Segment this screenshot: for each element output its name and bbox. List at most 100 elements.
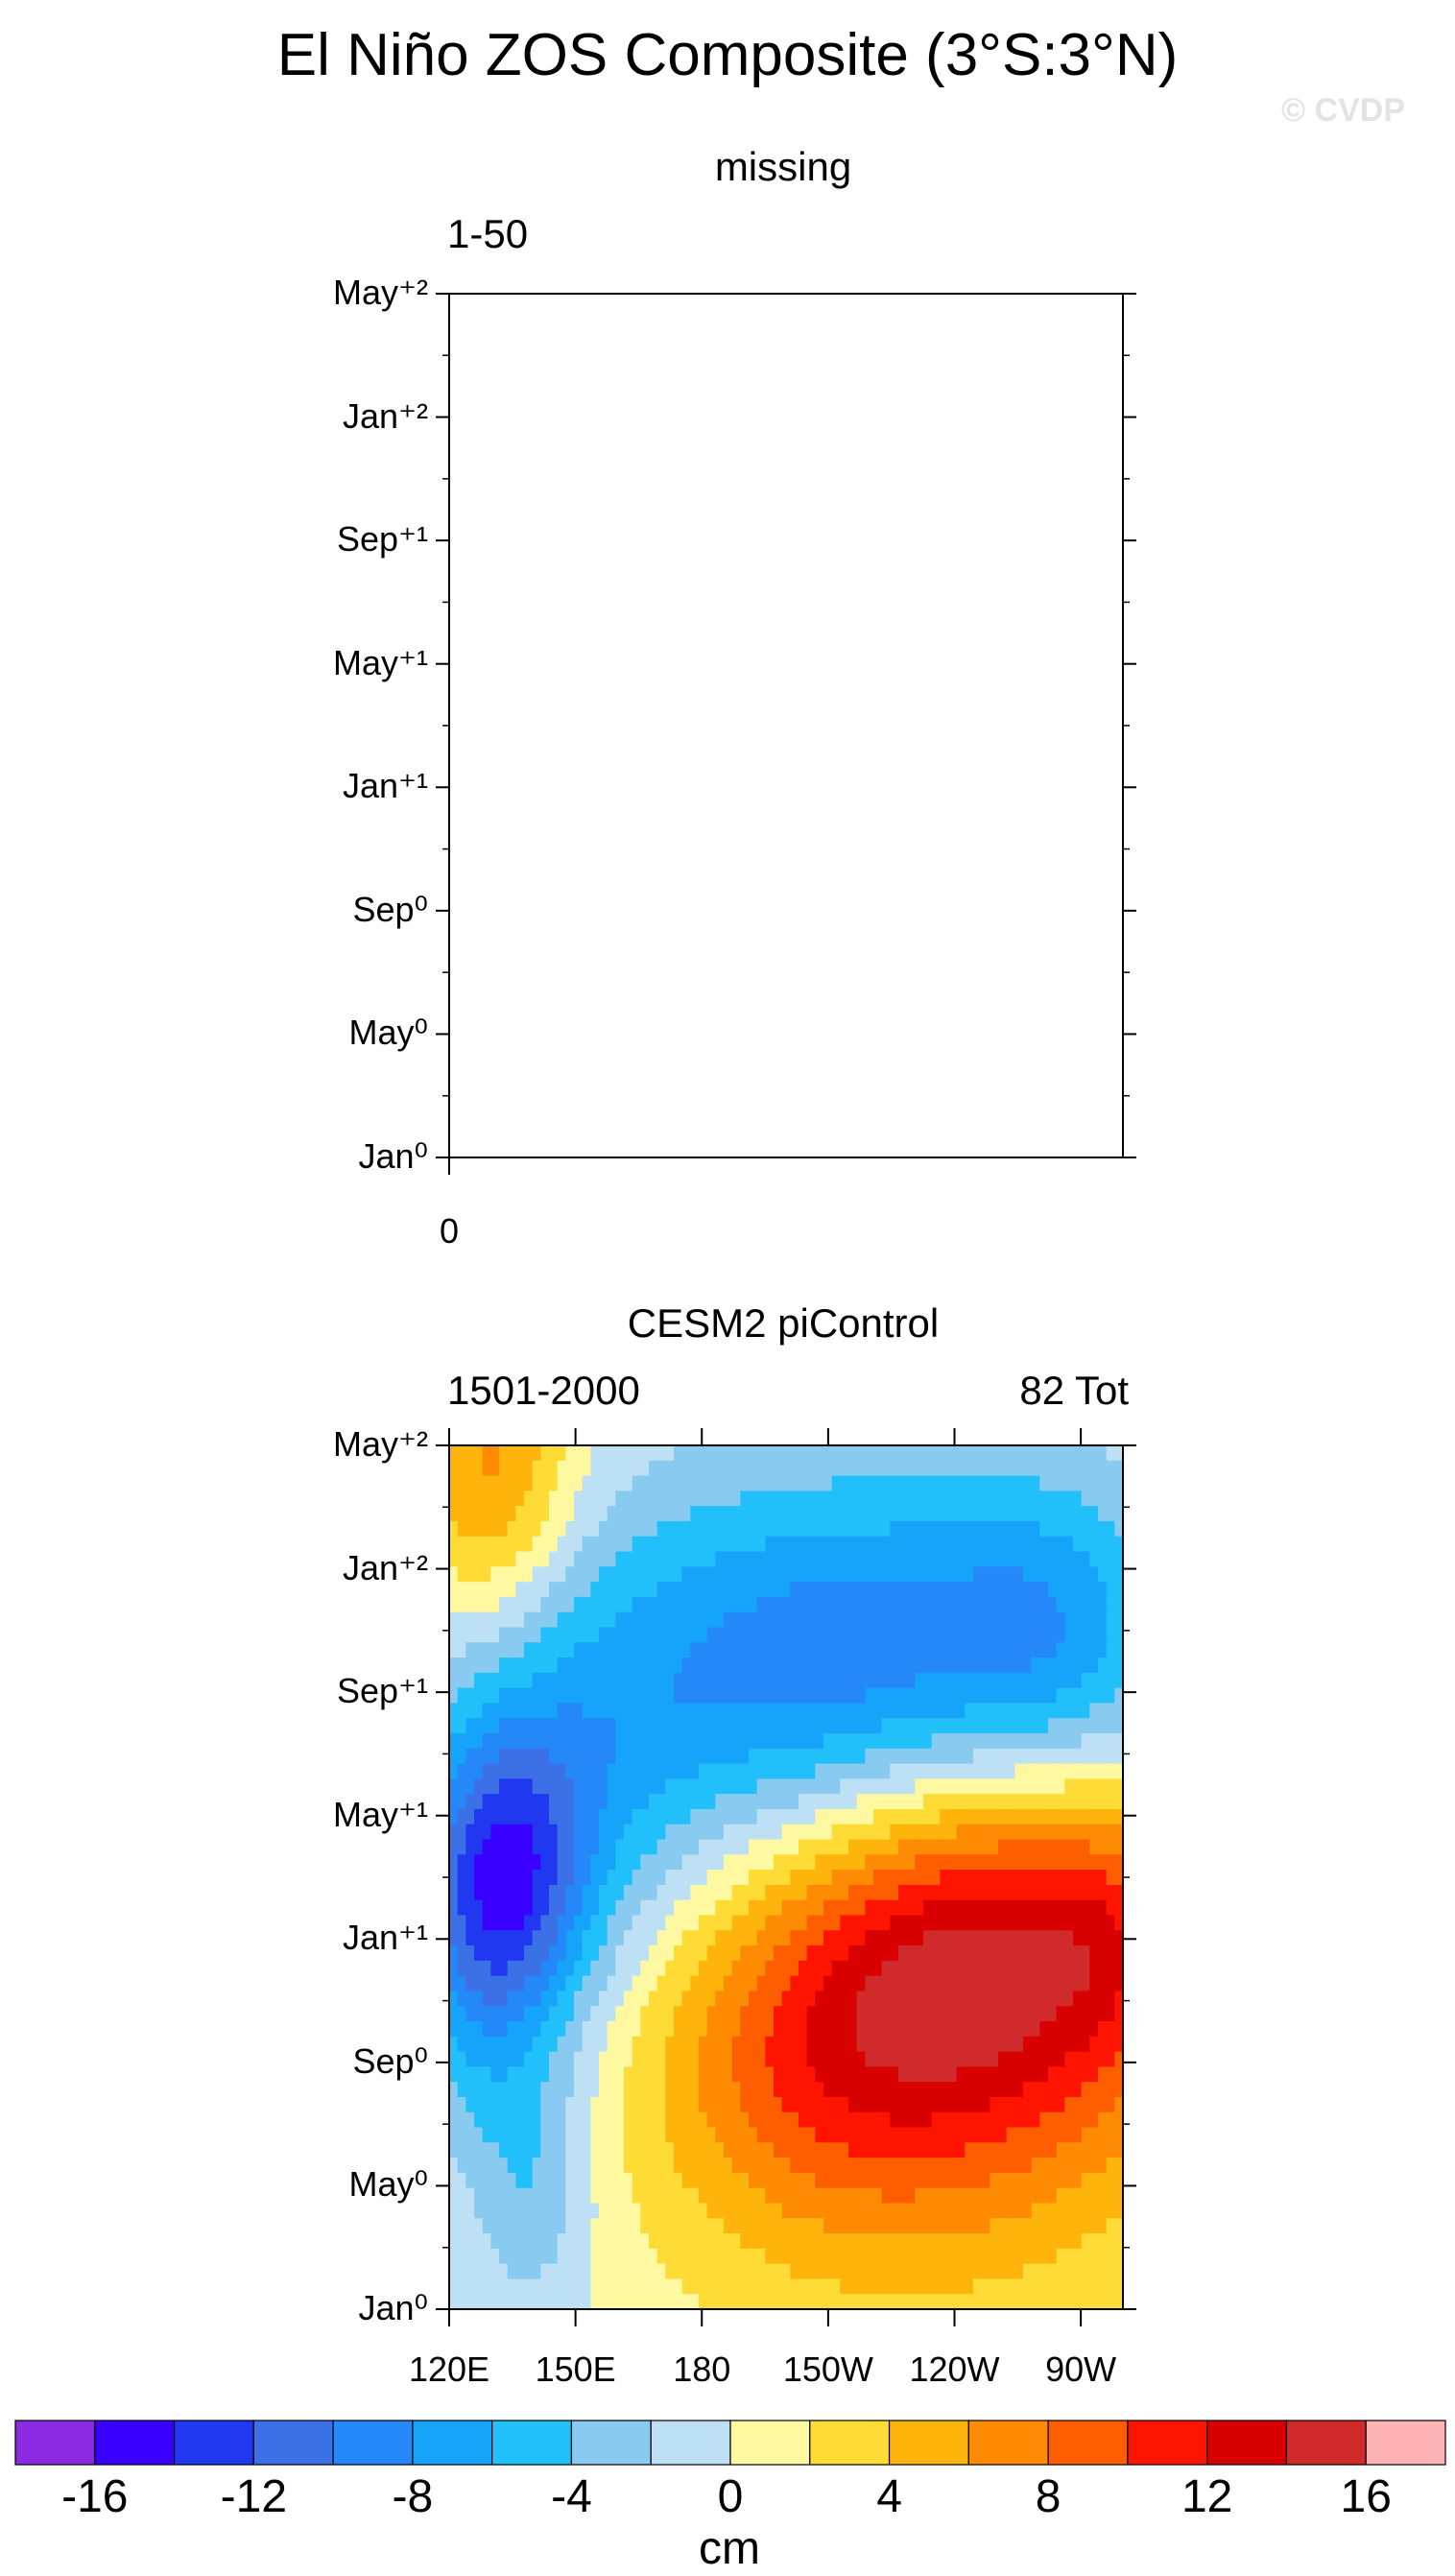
field-cell xyxy=(774,1611,783,1629)
field-cell xyxy=(1039,1506,1049,1522)
field-cell xyxy=(774,1551,783,1567)
field-cell xyxy=(1048,1551,1058,1567)
field-cell xyxy=(1023,1491,1033,1507)
field-cell xyxy=(565,2036,575,2053)
field-cell xyxy=(965,1778,974,1795)
field-cell xyxy=(724,2066,733,2083)
field-cell xyxy=(1081,1658,1090,1674)
field-cell xyxy=(699,2036,708,2053)
field-cell xyxy=(482,1566,491,1583)
field-cell xyxy=(740,2158,750,2174)
field-cell xyxy=(640,1582,650,1598)
field-cell xyxy=(574,1520,584,1538)
field-cell xyxy=(507,1460,516,1477)
field-cell xyxy=(973,2036,983,2053)
field-cell xyxy=(1114,2248,1124,2265)
field-cell xyxy=(499,1642,509,1658)
field-cell xyxy=(590,1672,600,1689)
field-cell xyxy=(731,2111,741,2129)
field-cell xyxy=(457,1582,466,1598)
field-cell xyxy=(474,1930,484,1946)
field-cell xyxy=(640,1658,650,1674)
field-cell xyxy=(574,2096,584,2113)
field-cell xyxy=(890,2248,899,2265)
field-cell xyxy=(607,1520,616,1538)
field-cell xyxy=(607,2127,616,2143)
field-cell xyxy=(649,1778,658,1795)
field-cell xyxy=(715,1884,725,1901)
field-cell xyxy=(774,1445,783,1462)
field-cell xyxy=(524,1551,534,1567)
field-cell xyxy=(749,1915,758,1931)
field-cell xyxy=(582,1975,591,1992)
field-cell xyxy=(948,1551,958,1567)
field-cell xyxy=(499,1718,509,1734)
field-cell xyxy=(632,1445,641,1462)
field-cell xyxy=(848,1794,858,1810)
field-cell xyxy=(649,2082,658,2098)
field-cell xyxy=(490,2021,500,2038)
field-cell xyxy=(1081,2096,1090,2113)
field-cell xyxy=(831,2218,841,2234)
field-cell xyxy=(865,2082,874,2098)
field-cell xyxy=(656,2006,666,2022)
field-cell xyxy=(731,1854,741,1871)
field-cell xyxy=(574,2006,584,2022)
field-cell xyxy=(906,2082,916,2098)
field-cell xyxy=(449,2021,459,2038)
field-cell xyxy=(482,1687,491,1705)
field-cell xyxy=(1073,1870,1083,1886)
field-cell xyxy=(1048,1778,1058,1795)
field-cell xyxy=(515,1611,525,1629)
field-cell xyxy=(632,2158,641,2174)
field-cell xyxy=(973,2111,983,2129)
field-cell xyxy=(681,1445,691,1462)
field-cell xyxy=(649,2248,658,2265)
field-cell xyxy=(923,1884,933,1901)
field-cell xyxy=(973,1945,983,1962)
field-cell xyxy=(449,1975,459,1992)
field-cell xyxy=(815,1915,824,1931)
field-cell xyxy=(815,2218,824,2234)
field-cell xyxy=(549,1582,559,1598)
field-cell xyxy=(1114,1460,1124,1477)
field-cell xyxy=(840,2218,849,2234)
field-cell xyxy=(973,1642,983,1658)
field-cell xyxy=(690,1960,700,1977)
field-cell xyxy=(940,2172,949,2189)
field-cell xyxy=(981,2263,990,2280)
field-cell xyxy=(632,2294,641,2310)
field-cell xyxy=(906,2051,916,2067)
field-cell xyxy=(582,1566,591,1583)
field-cell xyxy=(457,1733,466,1750)
field-cell xyxy=(998,1642,1008,1658)
field-cell xyxy=(624,1748,633,1765)
field-cell xyxy=(574,2187,584,2205)
field-cell xyxy=(948,1642,958,1658)
field-cell xyxy=(848,2263,858,2280)
field-cell xyxy=(1081,2021,1090,2038)
field-cell xyxy=(898,1748,908,1765)
field-cell xyxy=(1048,2021,1058,2038)
field-cell xyxy=(465,2051,475,2067)
field-cell xyxy=(1031,2278,1040,2295)
field-cell xyxy=(840,1808,849,1825)
field-cell xyxy=(990,1551,999,1567)
field-cell xyxy=(756,1611,766,1629)
field-cell xyxy=(599,2111,608,2129)
field-cell xyxy=(681,2233,691,2250)
field-cell xyxy=(474,2082,484,2098)
field-cell xyxy=(948,2294,958,2310)
field-cell xyxy=(756,2172,766,2189)
field-cell xyxy=(507,1975,516,1992)
field-cell xyxy=(599,1460,608,1477)
field-cell xyxy=(649,1551,658,1567)
field-cell xyxy=(956,1763,966,1779)
field-cell xyxy=(482,1627,491,1643)
field-cell xyxy=(1073,1899,1083,1917)
field-cell xyxy=(724,2142,733,2159)
field-cell xyxy=(1106,2066,1115,2083)
field-cell xyxy=(1081,1672,1090,1689)
field-cell xyxy=(990,1884,999,1901)
field-cell xyxy=(940,1733,949,1750)
